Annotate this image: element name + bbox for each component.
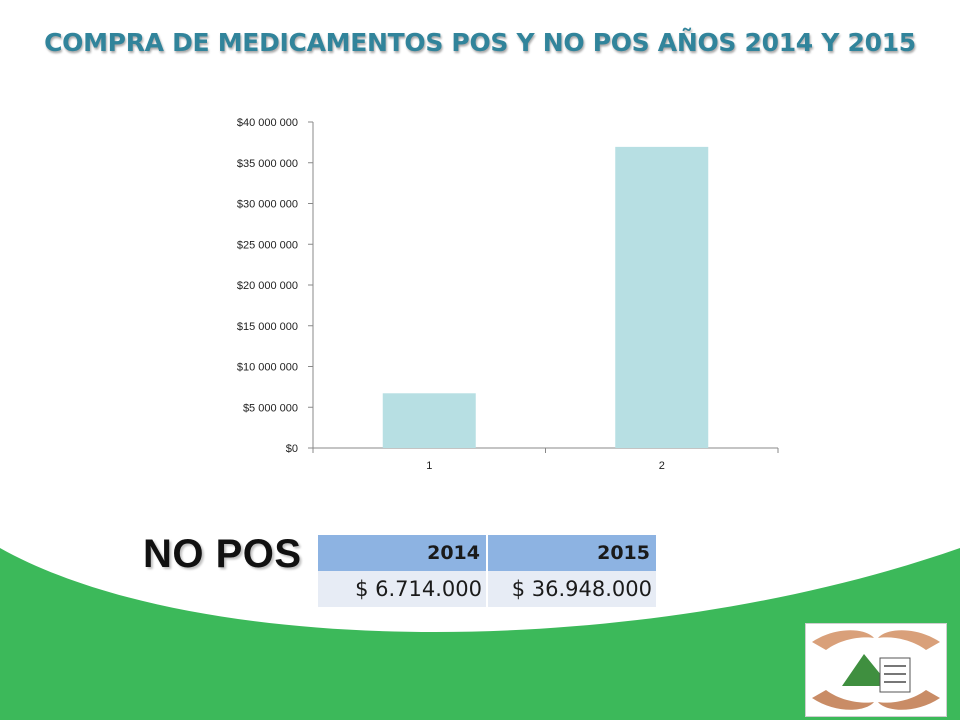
y-tick-label: $35 000 000 xyxy=(237,158,298,170)
y-tick-label: $5 000 000 xyxy=(243,402,298,414)
slide-title: COMPRA DE MEDICAMENTOS POS Y NO POS AÑOS… xyxy=(44,28,916,57)
y-tick-label: $10 000 000 xyxy=(237,362,298,374)
bar-2 xyxy=(615,146,709,449)
table-cell-2015: $ 36.948.000 xyxy=(487,571,658,607)
y-tick-label: $30 000 000 xyxy=(237,199,298,211)
y-tick-label: $15 000 000 xyxy=(237,321,298,333)
table-cell-2014: $ 6.714.000 xyxy=(318,571,488,607)
x-tick-label: 1 xyxy=(426,460,432,472)
y-tick-label: $20 000 000 xyxy=(237,280,298,292)
bar-1 xyxy=(382,393,476,448)
table-row: $ 6.714.000 $ 36.948.000 xyxy=(318,571,658,607)
hospital-logo xyxy=(805,623,947,717)
y-tick-label: $40 000 000 xyxy=(237,117,298,129)
section-label: NO POS xyxy=(143,532,302,576)
x-tick-label: 2 xyxy=(659,460,665,472)
bar-chart: $0 $5 000 000 $10 000 000 $15 000 000 $20 00… xyxy=(237,117,779,472)
summary-table: 2014 2015 $ 6.714.000 $ 36.948.000 xyxy=(318,535,658,607)
y-tick-label: $0 xyxy=(286,443,298,455)
y-tick-label: $25 000 000 xyxy=(237,239,298,251)
table-header-row: 2014 2015 xyxy=(318,535,658,571)
hands-and-house-logo-icon xyxy=(812,630,940,710)
table-header-2014: 2014 xyxy=(318,535,488,571)
table-header-2015: 2015 xyxy=(487,535,658,571)
